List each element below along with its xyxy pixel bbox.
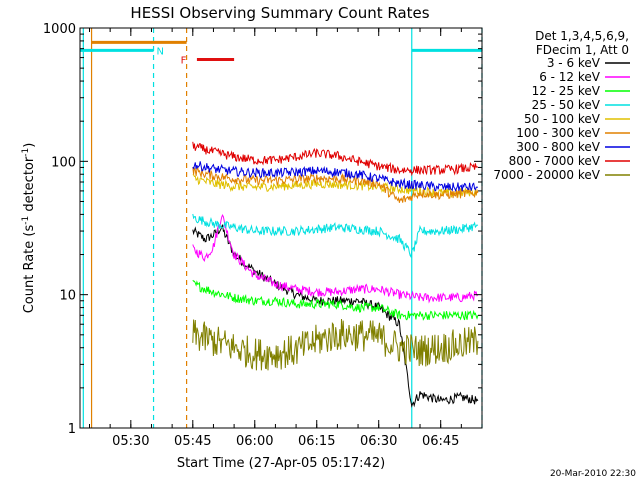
y-tick-label-2: 100	[51, 155, 76, 170]
x-tick-label-3: 06:15	[298, 434, 335, 449]
chart-title: HESSI Observing Summary Count Rates	[130, 4, 429, 22]
x-tick-label-5: 06:45	[422, 434, 459, 449]
legend-entry-label-8: 7000 - 20000 keV	[493, 168, 600, 182]
y-axis-label-main: Count Rate (s	[22, 225, 37, 314]
y-tick-label-3: 1000	[43, 22, 76, 37]
series-line-8	[192, 318, 479, 371]
series-line-5	[192, 166, 479, 203]
series-line-0	[192, 224, 479, 408]
y-axis-label: Count Rate (s-1 detector-1)	[21, 143, 37, 314]
series-line-2	[192, 279, 479, 321]
y-axis-label-mid: detector	[22, 156, 37, 216]
y-tick-label-0: 1	[68, 422, 76, 437]
series-line-1	[192, 214, 479, 304]
y-tick-label-1: 10	[59, 289, 76, 304]
legend-entry-label-5: 100 - 300 keV	[516, 126, 600, 140]
marker-label-f: F	[181, 56, 187, 67]
series-line-7	[192, 141, 479, 177]
legend-entry-label-1: 6 - 12 keV	[539, 70, 601, 84]
axis-layer: 1 10 100 1000 05:30 05:45 06:00 06:15 06:30 06:45	[43, 22, 483, 449]
series-line-6	[192, 161, 478, 193]
legend-entry-label-7: 800 - 7000 keV	[509, 154, 601, 168]
x-tick-label-0: 05:30	[112, 434, 149, 449]
x-tick-label-1: 05:45	[174, 434, 211, 449]
legend-entry-label-2: 12 - 25 keV	[532, 84, 601, 98]
x-axis-label: Start Time (27-Apr-05 05:17:42)	[177, 456, 385, 471]
x-tick-label-2: 06:00	[236, 434, 273, 449]
footer-date: 20-Mar-2010 22:30	[550, 469, 636, 479]
y-axis-label-end: )	[22, 143, 37, 148]
series-line-3	[192, 213, 479, 259]
marker-label-n: N	[157, 46, 164, 57]
legend-entry-label-6: 300 - 800 keV	[516, 140, 600, 154]
plot-layer: NF	[80, 28, 483, 428]
legend-entry-label-3: 25 - 50 keV	[532, 98, 601, 112]
legend-entry-label-0: 3 - 6 keV	[547, 56, 601, 70]
plot-frame	[79, 27, 483, 429]
series-line-4	[192, 173, 479, 199]
legend: Det 1,3,4,5,6,9,FDecim 1, Att 03 - 6 keV…	[493, 29, 630, 182]
legend-header-line-1: FDecim 1, Att 0	[536, 43, 629, 57]
legend-header-line-0: Det 1,3,4,5,6,9,	[535, 29, 629, 43]
y-axis-label-sup1: -1	[21, 216, 31, 225]
legend-entry-label-4: 50 - 100 keV	[524, 112, 601, 126]
x-tick-label-4: 06:30	[360, 434, 397, 449]
y-axis-label-sup2: -1	[21, 148, 31, 157]
